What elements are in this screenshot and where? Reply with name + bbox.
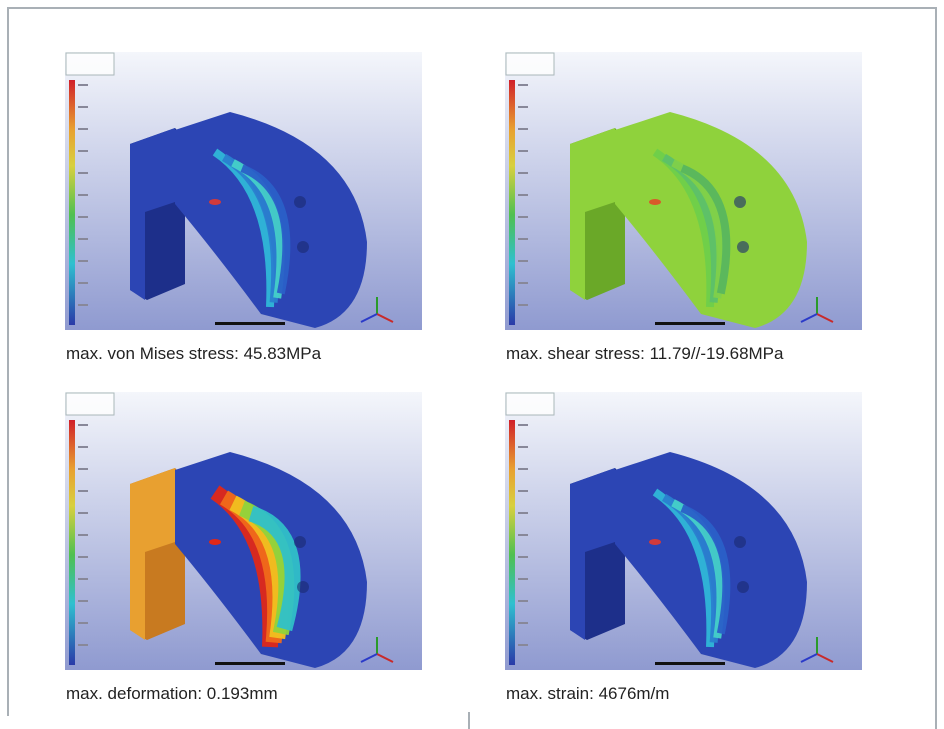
legend-label bbox=[518, 556, 528, 558]
legend-label bbox=[518, 194, 528, 196]
legend-label bbox=[78, 556, 88, 558]
legend-label bbox=[78, 216, 88, 218]
hotspot bbox=[649, 539, 661, 545]
legend-label bbox=[78, 534, 88, 536]
info-box bbox=[506, 53, 554, 75]
legend-label bbox=[518, 600, 528, 602]
legend-label bbox=[518, 468, 528, 470]
color-legend bbox=[69, 420, 75, 665]
bolt-hole bbox=[294, 196, 306, 208]
bolt-hole bbox=[297, 581, 309, 593]
legend-label bbox=[78, 446, 88, 448]
scale-bar bbox=[215, 322, 285, 325]
caption: max. von Mises stress: 45.83MPa bbox=[66, 344, 321, 364]
legend-label bbox=[518, 172, 528, 174]
legend-label bbox=[78, 172, 88, 174]
legend-label bbox=[78, 644, 88, 646]
bolt-hole bbox=[737, 241, 749, 253]
color-legend bbox=[69, 80, 75, 325]
legend-label bbox=[78, 424, 88, 426]
legend-label bbox=[518, 578, 528, 580]
scale-bar bbox=[215, 662, 285, 665]
legend-label bbox=[78, 578, 88, 580]
scale-bar bbox=[655, 662, 725, 665]
legend-label bbox=[518, 446, 528, 448]
legend-label bbox=[518, 534, 528, 536]
bolt-hole bbox=[294, 536, 306, 548]
fea-image bbox=[505, 52, 862, 330]
legend-label bbox=[78, 128, 88, 130]
legend-label bbox=[518, 644, 528, 646]
legend-label bbox=[518, 490, 528, 492]
legend-label bbox=[518, 238, 528, 240]
legend-label bbox=[518, 622, 528, 624]
hotspot bbox=[209, 199, 221, 205]
legend-label bbox=[78, 622, 88, 624]
fea-image bbox=[505, 392, 862, 670]
legend-label bbox=[78, 468, 88, 470]
legend-label bbox=[518, 106, 528, 108]
legend-label bbox=[78, 304, 88, 306]
color-legend bbox=[509, 80, 515, 325]
caption: max. shear stress: 11.79//-19.68MPa bbox=[506, 344, 783, 364]
legend-label bbox=[78, 490, 88, 492]
hotspot bbox=[209, 539, 221, 545]
scale-bar bbox=[655, 322, 725, 325]
fea-image bbox=[65, 52, 422, 330]
bolt-hole bbox=[734, 536, 746, 548]
legend-label bbox=[78, 238, 88, 240]
bolt-hole bbox=[734, 196, 746, 208]
info-box bbox=[506, 393, 554, 415]
legend-label bbox=[518, 282, 528, 284]
bolt-hole bbox=[737, 581, 749, 593]
legend-label bbox=[78, 150, 88, 152]
info-box bbox=[66, 53, 114, 75]
legend-label bbox=[78, 260, 88, 262]
fea-image bbox=[65, 392, 422, 670]
legend-label bbox=[518, 424, 528, 426]
legend-label bbox=[78, 106, 88, 108]
info-box bbox=[66, 393, 114, 415]
legend-label bbox=[518, 150, 528, 152]
legend-label bbox=[518, 84, 528, 86]
page: max. von Mises stress: 45.83MPa max. shea… bbox=[0, 0, 944, 729]
legend-label bbox=[518, 304, 528, 306]
legend-label bbox=[78, 282, 88, 284]
legend-label bbox=[78, 600, 88, 602]
caption: max. strain: 4676m/m bbox=[506, 684, 669, 704]
legend-label bbox=[78, 84, 88, 86]
legend-label bbox=[518, 216, 528, 218]
legend-label bbox=[518, 128, 528, 130]
legend-label bbox=[518, 512, 528, 514]
color-legend bbox=[509, 420, 515, 665]
legend-label bbox=[518, 260, 528, 262]
bolt-hole bbox=[297, 241, 309, 253]
hotspot bbox=[649, 199, 661, 205]
legend-label bbox=[78, 194, 88, 196]
legend-label bbox=[78, 512, 88, 514]
caption: max. deformation: 0.193mm bbox=[66, 684, 278, 704]
